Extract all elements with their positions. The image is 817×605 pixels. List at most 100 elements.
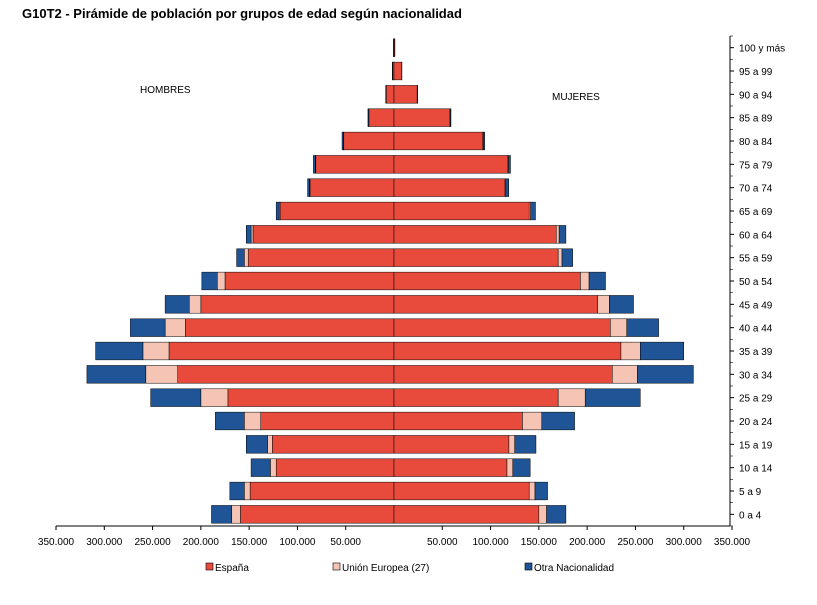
- bar-women-otra: [637, 365, 694, 384]
- bar-men-ue: [250, 225, 254, 244]
- bar-women-otra: [546, 505, 567, 524]
- bar-men-espana: [260, 411, 395, 431]
- age-group-label: 55 a 59: [739, 254, 773, 265]
- bar-men-otra: [245, 225, 252, 244]
- bar-men-espana: [249, 481, 395, 501]
- age-group-label: 80 a 84: [739, 137, 773, 148]
- bar-men-espana: [185, 318, 395, 337]
- bar-women-espana: [393, 85, 418, 104]
- bar-women-otra: [508, 155, 511, 174]
- bar-women-espana: [393, 458, 508, 477]
- bar-women-otra: [609, 295, 634, 314]
- bar-men-ue: [244, 411, 261, 431]
- age-group-label: 35 a 39: [739, 347, 773, 358]
- bar-men-otra: [150, 388, 202, 407]
- legend: España Unión Europea (27) Otra Nacionalida…: [205, 562, 614, 574]
- bar-men-ue: [142, 341, 170, 361]
- bar-men-ue: [164, 318, 186, 337]
- bar-women-espana: [393, 341, 622, 361]
- bar-men-espana: [168, 341, 395, 361]
- x-tick-label: 100.000: [279, 537, 316, 548]
- bar-women-otra: [588, 271, 606, 291]
- bar-men-espana: [240, 505, 395, 524]
- bar-men-ue: [145, 365, 178, 384]
- bar-women-ue: [612, 365, 638, 384]
- age-group-labels: 0 a 4 5 a 9 10 a 14 15 a 19 20 a 24 25 a 29 30…: [730, 35, 785, 527]
- bar-women-ue: [620, 341, 641, 361]
- bars-layer: [86, 38, 694, 524]
- bar-women-espana: [393, 365, 613, 384]
- bar-men-otra: [250, 458, 271, 477]
- bar-men-otra: [275, 201, 280, 221]
- age-group-label: 0 a 4: [739, 510, 762, 521]
- bar-men-espana: [252, 225, 395, 244]
- bar-men-otra: [201, 271, 218, 291]
- age-group-label: 40 a 44: [739, 324, 773, 335]
- bar-women-otra: [505, 178, 509, 197]
- bar-women-ue: [557, 388, 586, 407]
- bar-men-ue: [267, 435, 273, 454]
- bar-women-otra: [449, 108, 452, 127]
- bar-men-espana: [177, 365, 395, 384]
- x-tick-label: 300.000: [86, 537, 123, 548]
- x-tick-label: 100.000: [472, 537, 509, 548]
- bar-men-otra: [164, 295, 190, 314]
- bar-men-ue: [244, 248, 249, 267]
- bar-women-espana: [393, 271, 581, 291]
- age-group-label: 75 a 79: [739, 160, 773, 171]
- legend-label-espana: España: [215, 563, 249, 574]
- bar-women-espana: [393, 411, 523, 431]
- bar-men-ue: [189, 295, 202, 314]
- bar-women-ue: [508, 435, 515, 454]
- bar-men-espana: [227, 388, 395, 407]
- bar-men-ue: [231, 505, 241, 524]
- bar-women-espana: [393, 388, 559, 407]
- bar-women-ue: [580, 271, 590, 291]
- bar-men-espana: [279, 201, 395, 221]
- bar-men-otra: [313, 155, 316, 174]
- bar-women-ue: [557, 248, 563, 267]
- age-group-label: 85 a 89: [739, 114, 773, 125]
- bar-men-otra: [367, 108, 369, 127]
- bar-women-otra: [482, 131, 485, 151]
- age-group-label: 45 a 49: [739, 300, 773, 311]
- legend-swatch-otra: [524, 562, 533, 571]
- bar-women-otra: [558, 225, 567, 244]
- age-group-label: 70 a 74: [739, 184, 773, 195]
- x-tick-label: 50.000: [427, 537, 458, 548]
- bar-women-otra: [541, 411, 575, 431]
- bar-women-otra: [584, 388, 641, 407]
- bar-men-otra: [236, 248, 245, 267]
- bar-men-ue: [270, 458, 277, 477]
- x-tick-label: 250.000: [617, 537, 654, 548]
- x-tick-label: 300.000: [666, 537, 703, 548]
- bar-women-espana: [393, 318, 611, 337]
- x-tick-label: 250.000: [134, 537, 171, 548]
- legend-swatch-espana: [205, 562, 214, 571]
- bar-women-otra: [514, 435, 537, 454]
- x-tick-label: 350.000: [714, 537, 751, 548]
- bar-women-espana: [393, 131, 484, 151]
- age-group-label: 10 a 14: [739, 464, 773, 475]
- bar-women-ue: [528, 481, 536, 501]
- bar-men-ue: [244, 481, 251, 501]
- bar-men-espana: [224, 271, 395, 291]
- bar-women-otra: [640, 341, 684, 361]
- bar-women-otra: [626, 318, 659, 337]
- bar-women-espana: [393, 201, 530, 221]
- bar-women-otra: [561, 248, 573, 267]
- bar-women-espana: [393, 61, 402, 81]
- bar-women-espana: [393, 481, 530, 501]
- bar-men-otra: [245, 435, 268, 454]
- bar-women-ue: [610, 318, 627, 337]
- bar-women-espana: [393, 155, 509, 174]
- x-axis: 350.000 300.000 250.000 200.000 150.000 100.0…: [38, 36, 751, 548]
- legend-swatch-ue: [332, 562, 341, 571]
- bar-men-otra: [130, 318, 166, 337]
- bar-men-otra: [341, 131, 344, 151]
- x-tick-label: 200.000: [569, 537, 606, 548]
- age-group-label: 95 a 99: [739, 67, 773, 78]
- bar-women-ue: [506, 458, 514, 477]
- bar-women-espana: [393, 435, 510, 454]
